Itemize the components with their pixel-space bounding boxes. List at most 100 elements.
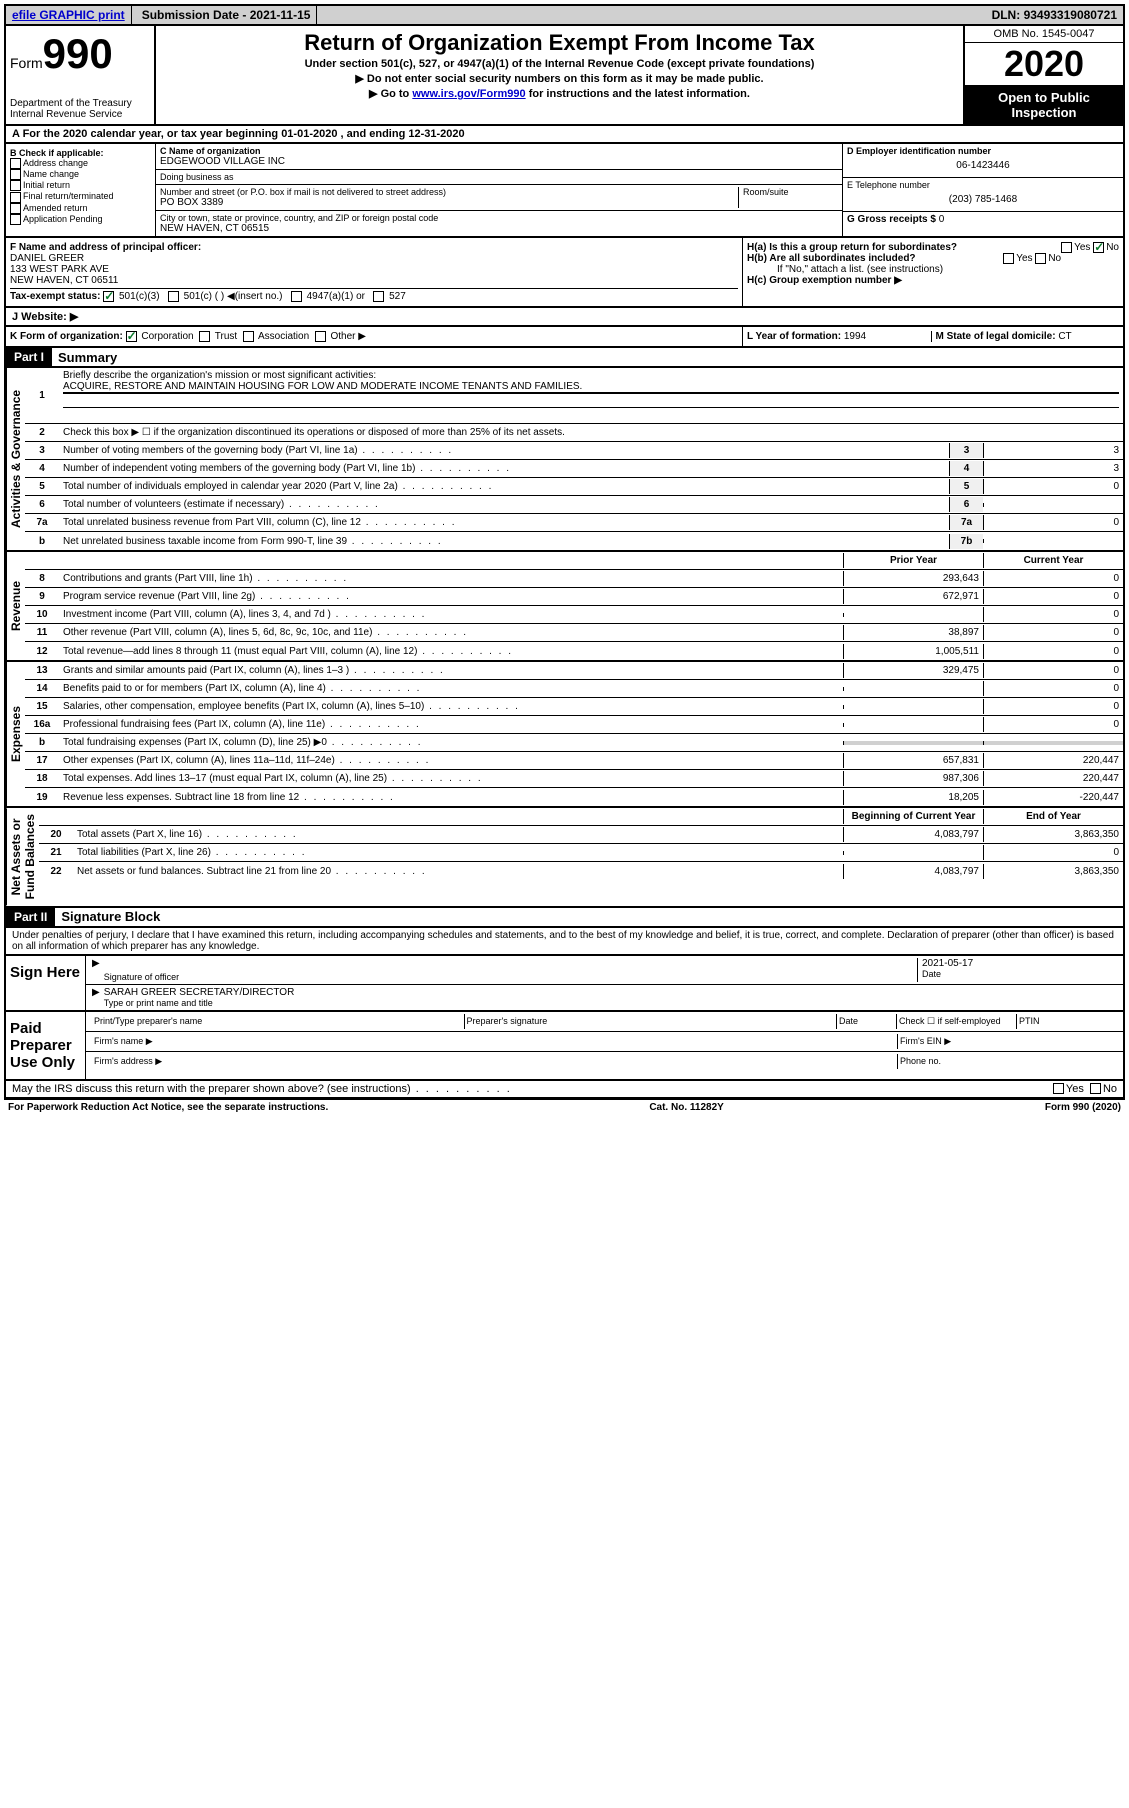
omb-number: OMB No. 1545-0047 xyxy=(965,26,1123,43)
val-6 xyxy=(983,503,1123,507)
expenses-label: Expenses xyxy=(6,662,25,806)
phone-value: (203) 785-1468 xyxy=(847,190,1119,209)
domicile-label: M State of legal domicile: xyxy=(936,331,1059,342)
form-title: Return of Organization Exempt From Incom… xyxy=(160,30,959,56)
sig-date: 2021-05-17 xyxy=(922,958,1117,969)
street-label: Number and street (or P.O. box if mail i… xyxy=(160,187,738,197)
chk-amended-return[interactable]: Amended return xyxy=(10,203,151,214)
officer-name: DANIEL GREER xyxy=(10,253,738,264)
chk-irs-no[interactable] xyxy=(1090,1083,1101,1094)
efile-link[interactable]: efile GRAPHIC print xyxy=(12,8,125,22)
chk-ha-no[interactable] xyxy=(1093,242,1104,253)
chk-ha-yes[interactable] xyxy=(1061,242,1072,253)
val-7a: 0 xyxy=(983,515,1123,530)
table-row: 21Total liabilities (Part X, line 26)0 xyxy=(39,844,1123,862)
website-row: J Website: ▶ xyxy=(4,308,1125,327)
subtitle-2: ▶ Do not enter social security numbers o… xyxy=(160,72,959,85)
preparer-date-label: Date xyxy=(837,1014,897,1029)
val-4: 3 xyxy=(983,461,1123,476)
table-row: 12Total revenue—add lines 8 through 11 (… xyxy=(25,642,1123,660)
chk-name-change[interactable]: Name change xyxy=(10,169,151,180)
table-row: 19Revenue less expenses. Subtract line 1… xyxy=(25,788,1123,806)
netassets-block: Net Assets or Fund Balances Beginning of… xyxy=(4,808,1125,907)
sign-here-label: Sign Here xyxy=(6,956,86,1010)
tax-year: 2020 xyxy=(965,43,1123,86)
dba-label: Doing business as xyxy=(160,172,838,182)
firm-ein-label: Firm's EIN ▶ xyxy=(897,1034,1117,1049)
officer-addr2: NEW HAVEN, CT 06511 xyxy=(10,275,738,286)
efile-label: efile GRAPHIC print xyxy=(6,6,132,24)
year-formation: 1994 xyxy=(844,331,866,342)
chk-corporation[interactable] xyxy=(126,331,137,342)
chk-4947[interactable] xyxy=(291,291,302,302)
city-state-zip: NEW HAVEN, CT 06515 xyxy=(160,223,838,234)
chk-hb-yes[interactable] xyxy=(1003,253,1014,264)
irs-link[interactable]: www.irs.gov/Form990 xyxy=(412,88,525,100)
subtitle-3: ▶ Go to www.irs.gov/Form990 for instruct… xyxy=(160,87,959,100)
paid-preparer-block: Paid Preparer Use Only Print/Type prepar… xyxy=(4,1012,1125,1081)
chk-501c[interactable] xyxy=(168,291,179,302)
phone-label: E Telephone number xyxy=(847,180,1119,190)
mission-text: ACQUIRE, RESTORE AND MAINTAIN HOUSING FO… xyxy=(63,381,1119,393)
form-org-label: K Form of organization: xyxy=(10,331,123,342)
officer-status-row: F Name and address of principal officer:… xyxy=(4,238,1125,308)
perjury-declaration: Under penalties of perjury, I declare th… xyxy=(4,928,1125,956)
chk-other[interactable] xyxy=(315,331,326,342)
chk-initial-return[interactable]: Initial return xyxy=(10,180,151,191)
table-row: 15Salaries, other compensation, employee… xyxy=(25,698,1123,716)
table-row: 9Program service revenue (Part VIII, lin… xyxy=(25,588,1123,606)
netassets-label: Net Assets or Fund Balances xyxy=(6,808,39,905)
chk-irs-yes[interactable] xyxy=(1053,1083,1064,1094)
org-name: EDGEWOOD VILLAGE INC xyxy=(160,156,838,167)
year-formation-label: L Year of formation: xyxy=(747,331,844,342)
page-footer: For Paperwork Reduction Act Notice, see … xyxy=(4,1099,1125,1115)
line-7a: Total unrelated business revenue from Pa… xyxy=(59,515,949,530)
sig-date-label: Date xyxy=(922,969,1117,979)
part1-header: Part I Summary xyxy=(4,348,1125,368)
chk-application-pending[interactable]: Application Pending xyxy=(10,214,151,225)
line-6: Total number of volunteers (estimate if … xyxy=(59,497,949,512)
identity-block: B Check if applicable: Address change Na… xyxy=(4,144,1125,238)
firm-name-label: Firm's name ▶ xyxy=(92,1034,897,1049)
revenue-label: Revenue xyxy=(6,552,25,660)
form-990-label: Form990 xyxy=(10,30,150,78)
firm-addr-label: Firm's address ▶ xyxy=(92,1054,897,1069)
current-year-hdr: Current Year xyxy=(983,553,1123,568)
officer-addr1: 133 WEST PARK AVE xyxy=(10,264,738,275)
street-address: PO BOX 3389 xyxy=(160,197,738,208)
h-b: H(b) Are all subordinates included? Yes … xyxy=(747,253,1119,264)
table-row: 22Net assets or fund balances. Subtract … xyxy=(39,862,1123,880)
irs-discuss-row: May the IRS discuss this return with the… xyxy=(4,1081,1125,1099)
chk-501c3[interactable] xyxy=(103,291,114,302)
chk-trust[interactable] xyxy=(199,331,210,342)
line-7b: Net unrelated business taxable income fr… xyxy=(59,534,949,549)
revenue-block: Revenue Prior YearCurrent Year 8Contribu… xyxy=(4,552,1125,662)
self-employed-label: Check ☐ if self-employed xyxy=(897,1014,1017,1029)
val-3: 3 xyxy=(983,443,1123,458)
submission-date: Submission Date - 2021-11-15 xyxy=(136,6,318,24)
officer-printed-name: SARAH GREER SECRETARY/DIRECTOR xyxy=(104,987,1117,998)
table-row: 16aProfessional fundraising fees (Part I… xyxy=(25,716,1123,734)
footer-left: For Paperwork Reduction Act Notice, see … xyxy=(8,1102,328,1113)
table-row: 18Total expenses. Add lines 13–17 (must … xyxy=(25,770,1123,788)
chk-address-change[interactable]: Address change xyxy=(10,158,151,169)
line-4: Number of independent voting members of … xyxy=(59,461,949,476)
chk-527[interactable] xyxy=(373,291,384,302)
form-header: Form990 Department of the Treasury Inter… xyxy=(4,26,1125,126)
table-row: 13Grants and similar amounts paid (Part … xyxy=(25,662,1123,680)
h-a: H(a) Is this a group return for subordin… xyxy=(747,242,1119,253)
ptin-label: PTIN xyxy=(1017,1014,1117,1029)
chk-final-return[interactable]: Final return/terminated xyxy=(10,191,151,202)
chk-association[interactable] xyxy=(243,331,254,342)
chk-hb-no[interactable] xyxy=(1035,253,1046,264)
row-k: K Form of organization: Corporation Trus… xyxy=(4,327,1125,348)
top-bar: efile GRAPHIC print Submission Date - 20… xyxy=(4,4,1125,26)
table-row: 14Benefits paid to or for members (Part … xyxy=(25,680,1123,698)
governance-block: Activities & Governance 1Briefly describ… xyxy=(4,368,1125,552)
part2-header: Part II Signature Block xyxy=(4,908,1125,928)
printed-name-label: Type or print name and title xyxy=(104,998,1117,1008)
footer-right: Form 990 (2020) xyxy=(1045,1102,1121,1113)
gross-label: G Gross receipts $ xyxy=(847,214,939,225)
open-inspection: Open to Public Inspection xyxy=(965,86,1123,124)
table-row: 17Other expenses (Part IX, column (A), l… xyxy=(25,752,1123,770)
